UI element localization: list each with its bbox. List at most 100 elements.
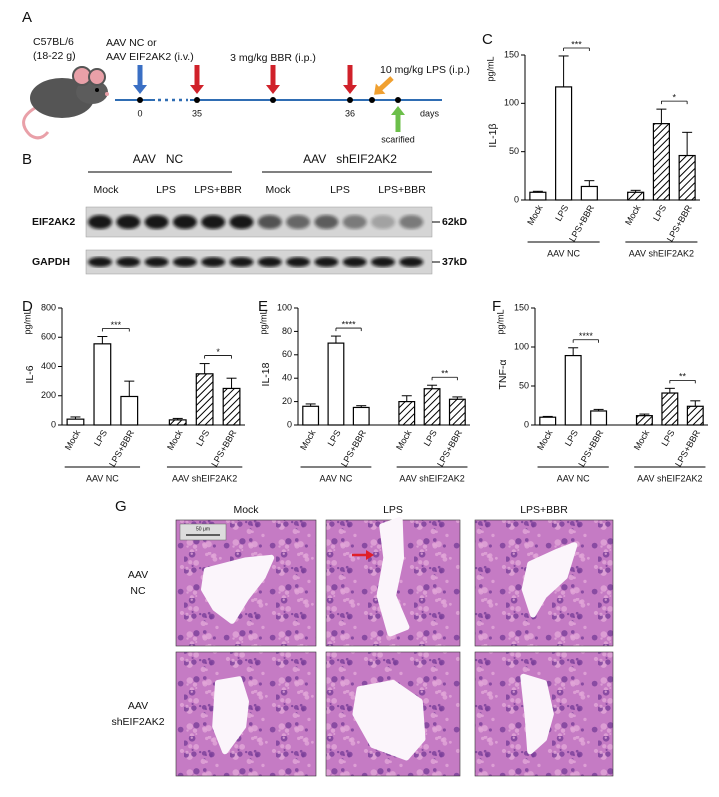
x-tick-label: Mock <box>535 428 555 452</box>
bar <box>423 388 441 426</box>
y-tick-label: 150 <box>514 302 529 312</box>
x-tick-label: LPS <box>553 203 570 223</box>
x-tick-label: LPS <box>563 428 580 448</box>
blot-band <box>314 257 339 267</box>
group-label: AAV shEIF2AK2 <box>629 248 694 258</box>
bar <box>652 123 670 201</box>
y-tick-label: 600 <box>41 332 56 342</box>
y-tick-label: 50 <box>509 146 519 156</box>
lane-label: LPS+BBR <box>378 184 426 196</box>
mouse-head <box>76 80 108 104</box>
bar <box>168 419 187 426</box>
y-axis-label: IL-18 <box>260 362 272 386</box>
group-label: AAV NC <box>557 473 590 483</box>
x-tick-label: LPS <box>92 428 109 448</box>
day-tick: 0 <box>137 108 142 118</box>
x-tick-label: Mock <box>623 203 643 227</box>
bar <box>222 387 241 426</box>
x-tick-label: Mock <box>298 428 318 452</box>
panel-letter: B <box>22 151 32 168</box>
bar <box>555 86 573 201</box>
blot-band <box>116 257 141 267</box>
y-tick-label: 800 <box>41 302 56 312</box>
y-tick-label: 200 <box>41 390 56 400</box>
y-tick-label: 0 <box>51 419 56 429</box>
x-tick-label: LPS+BBR <box>209 428 238 469</box>
bar <box>195 373 214 426</box>
scale-label: 50 μm <box>196 526 210 532</box>
histology-row: shEIF2AK2 <box>111 716 164 728</box>
x-tick-label: LPS+BBR <box>435 428 464 469</box>
blot-band <box>286 257 311 267</box>
y-tick-label: 400 <box>41 361 56 371</box>
y-tick-label: 20 <box>282 396 292 406</box>
histology-column: LPS <box>383 504 403 516</box>
lane-label: LPS+BBR <box>194 184 242 196</box>
x-tick-label: Mock <box>165 428 185 452</box>
blot-band <box>257 257 282 267</box>
scale-box <box>179 523 227 541</box>
bar <box>661 392 679 426</box>
y-tick-label: 100 <box>277 302 292 312</box>
bar <box>686 405 704 426</box>
x-tick-label: LPS+BBR <box>107 428 136 469</box>
panel-letter: C <box>482 31 493 48</box>
blot-band <box>229 257 254 267</box>
blot-group: AAV shEIF2AK2 <box>303 152 397 166</box>
x-tick-label: Mock <box>632 428 652 452</box>
vein <box>201 554 275 624</box>
bar <box>529 191 547 201</box>
timeline-dot <box>270 97 276 103</box>
blot-band <box>229 215 254 229</box>
bar <box>448 398 466 426</box>
blot-band <box>342 215 367 229</box>
x-tick-label: LPS <box>194 428 211 448</box>
panel-letter: E <box>258 298 268 315</box>
bar <box>120 395 139 426</box>
bar <box>627 191 645 201</box>
group-label: AAV shEIF2AK2 <box>172 473 237 483</box>
y-unit: pg/mL <box>22 309 32 334</box>
significance: ** <box>679 372 687 382</box>
day-unit: days <box>420 108 440 118</box>
significance: *** <box>571 39 582 49</box>
bar <box>590 410 608 426</box>
blot-band <box>399 215 424 229</box>
blot-band <box>371 215 395 229</box>
panel-letter: G <box>115 498 127 515</box>
bar <box>327 342 345 426</box>
lane-label: Mock <box>93 184 119 196</box>
histology-row: AAV <box>128 569 148 581</box>
size-label: 37kD <box>442 256 468 268</box>
x-tick-label: LPS+BBR <box>576 428 605 469</box>
x-tick-label: LPS+BBR <box>567 203 596 244</box>
timeline-dot <box>347 97 353 103</box>
pointer-head <box>366 550 374 560</box>
day-tick: 35 <box>192 108 202 118</box>
bar <box>93 343 112 426</box>
y-unit: pg/mL <box>495 309 505 334</box>
aav-note: AAV NC or <box>106 37 157 49</box>
blot-band <box>201 215 226 229</box>
timeline-dot <box>137 97 143 103</box>
x-tick-label: LPS+BBR <box>665 203 694 244</box>
histology-row: NC <box>130 585 146 597</box>
arrow-head <box>190 85 204 94</box>
blot-row-label: GAPDH <box>32 256 70 268</box>
histology-row: AAV <box>128 700 148 712</box>
y-tick-label: 40 <box>282 373 292 383</box>
blot-band <box>257 215 282 229</box>
significance: ** <box>441 369 449 379</box>
blot-band <box>371 257 395 267</box>
arrow-head <box>266 85 280 94</box>
histology-column: Mock <box>233 504 259 516</box>
size-label: 62kD <box>442 216 468 228</box>
y-axis-label: TNF-α <box>497 360 509 390</box>
vein <box>520 673 554 755</box>
group-label: AAV shEIF2AK2 <box>637 473 702 483</box>
strain: C57BL/6 <box>33 36 74 48</box>
significance: *** <box>111 320 122 330</box>
timeline-dot <box>395 97 401 103</box>
y-tick-label: 150 <box>504 49 519 59</box>
day-tick: 36 <box>345 108 355 118</box>
